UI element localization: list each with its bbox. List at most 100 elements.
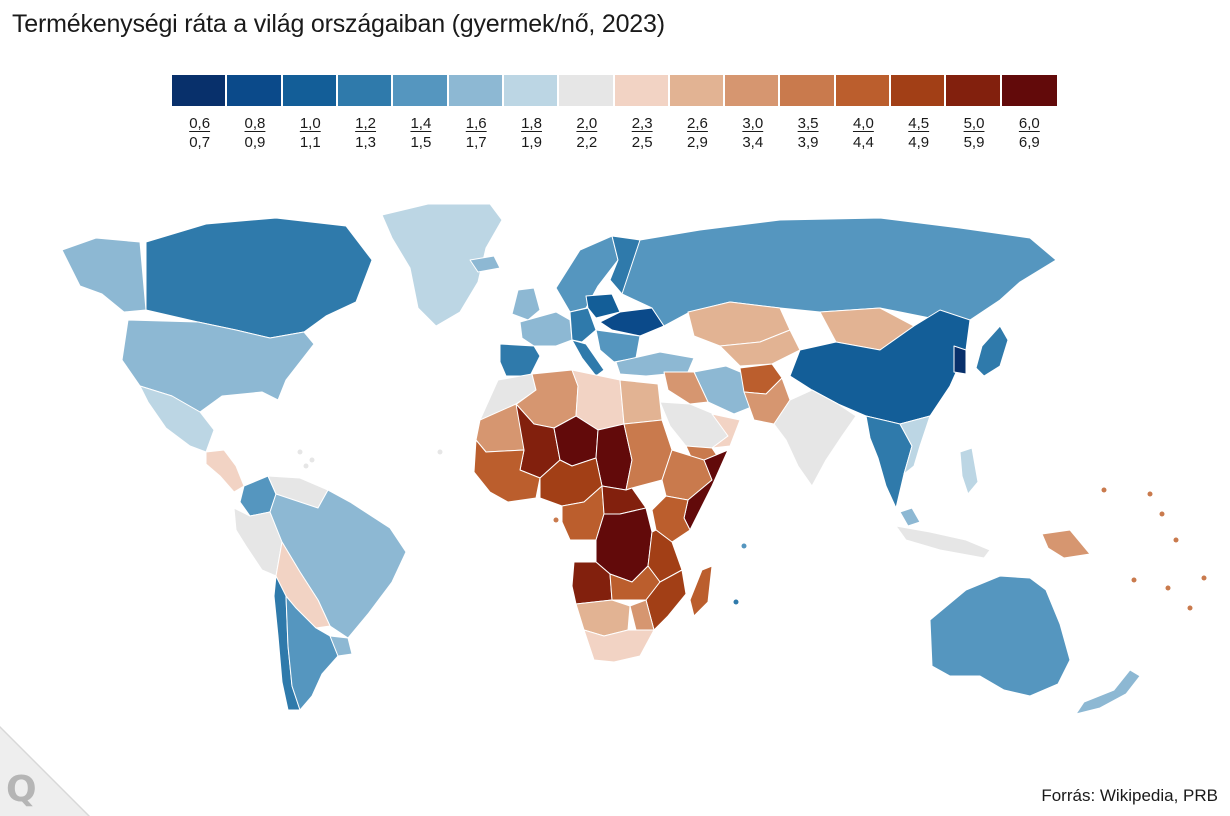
legend-range: 6,0 6,9 [1019, 114, 1040, 152]
legend-range: 3,0 3,4 [742, 114, 763, 152]
legend-range: 1,0 1,1 [300, 114, 321, 152]
country-region: South Africa [583, 629, 655, 663]
country-region: Italy [571, 339, 605, 377]
country-region: India [773, 389, 857, 487]
country-region: Iceland [469, 255, 501, 273]
island-dot [309, 457, 315, 463]
island-dot [733, 599, 739, 605]
country-region: United Kingdom and Ireland [511, 287, 541, 321]
legend-high: 3,4 [742, 134, 764, 151]
legend-range: 1,8 1,9 [521, 114, 542, 152]
legend-low: 2,0 [576, 115, 598, 132]
island-dot [1165, 585, 1171, 591]
country-region: Papua New Guinea [1041, 529, 1091, 559]
country-region: Zimbabwe [629, 599, 655, 631]
country-region: Saudi Arabia [659, 401, 729, 449]
legend-item: 0,6 0,7 [172, 75, 228, 152]
country-region: West Africa coast [473, 439, 541, 503]
legend-low: 3,5 [797, 115, 819, 132]
legend-high: 2,9 [687, 134, 708, 151]
legend-swatch [669, 75, 726, 106]
legend-low: 0,6 [189, 115, 211, 132]
country-region: Central America [205, 449, 245, 493]
country-region: Iraq and Syria [663, 371, 709, 405]
legend-low: 1,6 [465, 115, 487, 132]
legend-swatch [503, 75, 560, 106]
legend-range: 4,0 4,4 [853, 114, 874, 152]
legend-range: 2,3 2,5 [632, 114, 653, 152]
legend-swatch [172, 75, 228, 106]
legend-swatch [393, 75, 449, 106]
legend-low: 1,2 [355, 115, 377, 132]
legend-low: 1,8 [521, 115, 542, 132]
legend-item: 2,0 2,2 [559, 75, 615, 152]
legend-range: 1,4 1,5 [410, 114, 431, 152]
legend-low: 3,0 [742, 115, 764, 132]
legend-item: 1,4 1,5 [393, 75, 449, 152]
legend-swatch [946, 75, 1002, 106]
legend-item: 2,3 2,5 [614, 75, 670, 152]
country-region: Korea [953, 345, 967, 375]
legend-range: 5,0 5,9 [964, 114, 985, 152]
country-region: Russia [621, 217, 1057, 327]
legend-item: 1,0 1,1 [282, 75, 338, 152]
legend-swatch [1001, 75, 1057, 106]
legend-high: 2,5 [631, 134, 653, 151]
legend-high: 4,9 [908, 134, 930, 151]
country-region: Oman [711, 413, 741, 449]
legend-item: 5,0 5,9 [946, 75, 1002, 152]
country-region: Japan [975, 325, 1009, 377]
legend-swatch [614, 75, 670, 106]
legend-range: 4,5 4,9 [908, 114, 929, 152]
legend-swatch [835, 75, 892, 106]
country-region: Philippines [959, 447, 979, 495]
island-dot [1159, 511, 1165, 517]
legend-swatch [337, 75, 394, 106]
country-region: Madagascar [689, 565, 713, 617]
country-region: Greenland [381, 203, 503, 327]
legend-low: 2,6 [687, 115, 708, 132]
country-region: Egypt [619, 379, 663, 425]
legend-low: 4,5 [908, 115, 930, 132]
legend-high: 1,3 [355, 134, 377, 151]
legend-range: 0,6 0,7 [189, 114, 210, 152]
island-dot [437, 449, 443, 455]
country-region: New Zealand [1075, 669, 1141, 715]
legend-range: 2,6 2,9 [687, 114, 708, 152]
legend-item: 4,0 4,4 [835, 75, 892, 152]
brand-logo: Q [6, 769, 37, 810]
island-dot [1201, 575, 1207, 581]
legend-item: 3,5 3,9 [780, 75, 836, 152]
legend-high: 1,9 [521, 134, 542, 151]
legend-high: 1,1 [299, 134, 321, 151]
island-dot [1101, 487, 1107, 493]
country-region: Uruguay [329, 635, 353, 657]
country-region: Canada [145, 217, 373, 339]
legend-range: 3,5 3,9 [798, 114, 819, 152]
legend-low: 1,0 [299, 115, 321, 132]
legend-item: 1,2 1,3 [337, 75, 394, 152]
legend-swatch [891, 75, 947, 106]
country-region: Indonesia [895, 525, 991, 559]
legend-low: 4,0 [852, 115, 874, 132]
country-region: Balkans [595, 329, 641, 363]
country-region: Sudan [623, 419, 673, 491]
legend-high: 6,9 [1018, 134, 1040, 151]
legend: 0,6 0,7 0,8 0,9 1,0 1,1 1,2 1,3 1,4 1,5 1,6 1,7 1,8 1… [172, 75, 1057, 152]
legend-swatch [725, 75, 781, 106]
brand-corner [0, 726, 90, 816]
legend-swatch [780, 75, 836, 106]
legend-low: 1,4 [410, 115, 432, 132]
island-dot [1187, 605, 1193, 611]
country-region: Kenya [651, 495, 691, 543]
legend-high: 1,7 [465, 134, 487, 151]
legend-low: 6,0 [1018, 115, 1040, 132]
world-map: GreenlandAlaskaCanadaUnited StatesMexico… [61, 203, 1207, 715]
source-note: Forrás: Wikipedia, PRB [1041, 786, 1218, 805]
legend-swatch [227, 75, 283, 106]
legend-range: 1,6 1,7 [466, 114, 487, 152]
island-dot [303, 463, 309, 469]
legend-high: 3,9 [797, 134, 819, 151]
country-region: Poland [585, 293, 621, 319]
legend-swatch [282, 75, 338, 106]
